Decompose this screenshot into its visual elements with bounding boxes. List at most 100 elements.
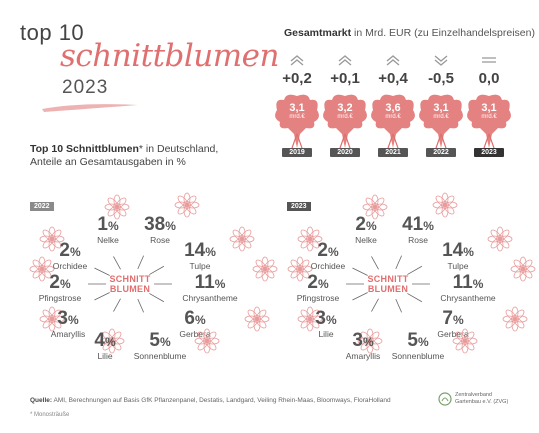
zvg-line2: Gartenbau e.V. (ZVG) xyxy=(455,399,509,405)
flower-name: Amaryllis xyxy=(345,351,381,361)
share-number: 2 xyxy=(355,214,366,235)
flower-name: Chrysantheme xyxy=(182,293,238,303)
gesamtmarkt-year: 2019 xyxy=(282,148,312,157)
flower-name: Gerbera xyxy=(179,329,211,339)
flower-share-item: 5% Sonnenblume xyxy=(388,330,448,361)
share-number: 38 xyxy=(144,214,166,235)
center-label-line1: SCHNITT xyxy=(367,274,409,284)
share-value: 5% xyxy=(130,330,190,351)
flower-share-item: 6% Gerbera xyxy=(165,309,225,339)
trend-down-double-icon xyxy=(434,55,448,66)
trend-up-double-icon xyxy=(386,55,400,66)
share-unit: % xyxy=(365,219,377,233)
subtitle: Top 10 Schnittblumen* in Deutschland, An… xyxy=(30,143,240,169)
amaryllis-flower-icon xyxy=(39,306,65,332)
gesamtmarkt-unit: mrd.€ xyxy=(481,114,497,120)
flower-name: Tulpe xyxy=(447,261,469,271)
gesamtmarkt-value: 3,2 xyxy=(337,102,353,114)
flower-share-item: 2% Orchidee xyxy=(298,240,358,271)
gesamtmarkt-value: 3,1 xyxy=(433,102,449,114)
flower-share-item: 7% Gerbera xyxy=(423,309,483,339)
center-label-line1: SCHNITT xyxy=(109,274,151,284)
tulpe-flower-icon xyxy=(487,226,513,252)
flower-share-item: 4% Lilie xyxy=(75,330,135,361)
share-unit: % xyxy=(59,277,71,291)
share-unit: % xyxy=(69,245,81,259)
flower-name: Amaryllis xyxy=(50,329,86,339)
gesamtmarkt-title: Gesamtmarkt in Mrd. EUR (zu Einzelhandel… xyxy=(284,27,535,39)
subtitle-rest: * in Deutschland, xyxy=(138,143,219,155)
flower-share-item: 3% Amaryllis xyxy=(333,330,393,361)
subtitle-bold: Top 10 Schnittblumen xyxy=(30,143,139,155)
flower-share-item: 14% Tulpe xyxy=(170,241,230,271)
sonnenblume-flower-icon xyxy=(194,328,220,354)
flower-share-item: 2% Nelke xyxy=(336,214,396,245)
gesamtmarkt-value: 3,6 xyxy=(385,102,401,114)
share-number: 4 xyxy=(94,330,105,351)
source-label: Quelle: xyxy=(30,397,53,404)
center-rays xyxy=(88,255,172,313)
share-unit: % xyxy=(472,277,484,291)
share-unit: % xyxy=(423,219,434,233)
gesamtmarkt-year: 2020 xyxy=(330,148,360,157)
share-number: 1 xyxy=(97,214,108,235)
share-number: 3 xyxy=(352,330,363,351)
source-note: Quelle: AMI, Berechnungen auf Basis GfK … xyxy=(30,397,391,404)
share-unit: % xyxy=(325,313,337,327)
flower-name: Sonnenblume xyxy=(391,351,445,361)
share-value: 41% xyxy=(388,215,448,235)
bouquet-shape xyxy=(371,94,415,149)
title-script: schnittblumen xyxy=(60,38,279,74)
share-value: 11% xyxy=(438,273,498,293)
share-value: 2% xyxy=(336,214,396,235)
rose-flower-icon xyxy=(174,192,200,218)
flower-share-item: 5% Sonnenblume xyxy=(130,330,190,361)
share-unit: % xyxy=(165,219,176,233)
share-unit: % xyxy=(327,245,339,259)
sonnenblume-flower-icon xyxy=(452,328,478,354)
share-number: 5 xyxy=(149,330,160,351)
share-value: 6% xyxy=(165,309,225,329)
bouquet-shape xyxy=(323,94,367,149)
chrysantheme-flower-icon xyxy=(252,256,278,282)
flower-share-item: 11% Chrysantheme xyxy=(438,273,498,303)
flower-name: Pfingstrose xyxy=(296,293,340,303)
share-unit: % xyxy=(67,313,79,327)
share-unit: % xyxy=(205,245,216,259)
pfingstrose-flower-icon xyxy=(29,256,55,282)
flower-name: Orchidee xyxy=(310,261,346,271)
flower-name: Pfingstrose xyxy=(38,293,82,303)
footnote: * Monosträuße xyxy=(30,412,70,418)
share-number: 2 xyxy=(59,240,70,261)
flower-share-item: 1% Nelke xyxy=(78,214,138,245)
share-unit: % xyxy=(159,335,171,349)
gesamtmarkt-delta: +0,1 xyxy=(330,70,360,87)
share-value: 14% xyxy=(170,241,230,261)
panel-2022-year: 2022 xyxy=(30,202,54,211)
center-label-line2: BLUMEN xyxy=(109,284,151,294)
gesamtmarkt-delta: +0,2 xyxy=(282,70,312,87)
trend-flat-icon xyxy=(482,57,496,63)
share-value: 11% xyxy=(180,273,240,293)
share-value: 38% xyxy=(130,214,190,235)
share-number: 5 xyxy=(407,330,418,351)
flower-name: Gerbera xyxy=(437,329,469,339)
zvg-logo: Zentralverband Gartenbau e.V. (ZVG) xyxy=(438,392,509,406)
center-label: SCHNITT BLUMEN xyxy=(358,274,418,294)
share-value: 2% xyxy=(40,240,100,261)
gesamtmarkt-delta: 0,0 xyxy=(478,70,500,87)
share-number: 14 xyxy=(442,240,464,261)
share-number: 2 xyxy=(317,240,328,261)
trend-up-double-icon xyxy=(290,55,304,66)
gesamtmarkt-title-bold: Gesamtmarkt xyxy=(284,27,352,39)
flower-share-item: 11% Chrysantheme xyxy=(180,273,240,303)
zvg-line1: Zentralverband xyxy=(455,392,492,398)
flower-name: Sonnenblume xyxy=(133,351,187,361)
gerbera-flower-icon xyxy=(244,306,270,332)
orchidee-flower-icon xyxy=(297,226,323,252)
nelke-flower-icon xyxy=(104,194,130,220)
title-year: 2023 xyxy=(62,77,109,98)
pfingstrose-flower-icon xyxy=(287,256,313,282)
share-value: 1% xyxy=(78,214,138,235)
gesamtmarkt-unit: mrd.€ xyxy=(385,114,401,120)
